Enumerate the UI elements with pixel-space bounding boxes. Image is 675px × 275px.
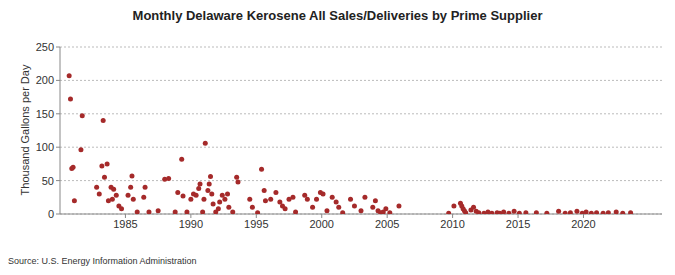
svg-text:250: 250 (36, 41, 54, 53)
svg-text:1985: 1985 (113, 218, 137, 230)
html-text:Source: U.S. Energy Informatio: Source: U.S. Energy Information Administ… (8, 256, 197, 266)
svg-text:2015: 2015 (506, 218, 530, 230)
svg-text:50: 50 (42, 175, 54, 187)
svg-text:2005: 2005 (375, 218, 399, 230)
svg-text:2010: 2010 (440, 218, 464, 230)
svg-text:1990: 1990 (179, 218, 203, 230)
svg-text:200: 200 (36, 74, 54, 86)
svg-text:1995: 1995 (244, 218, 268, 230)
svg-text:150: 150 (36, 108, 54, 120)
svg-text:0: 0 (48, 208, 54, 220)
svg-text:2000: 2000 (309, 218, 333, 230)
svg-text:2020: 2020 (571, 218, 595, 230)
html-text:Monthly Delaware Kerosene All: Monthly Delaware Kerosene All Sales/Deli… (132, 8, 543, 23)
html-text:Thousand Gallons per Day: Thousand Gallons per Day (19, 64, 31, 196)
svg-text:100: 100 (36, 141, 54, 153)
